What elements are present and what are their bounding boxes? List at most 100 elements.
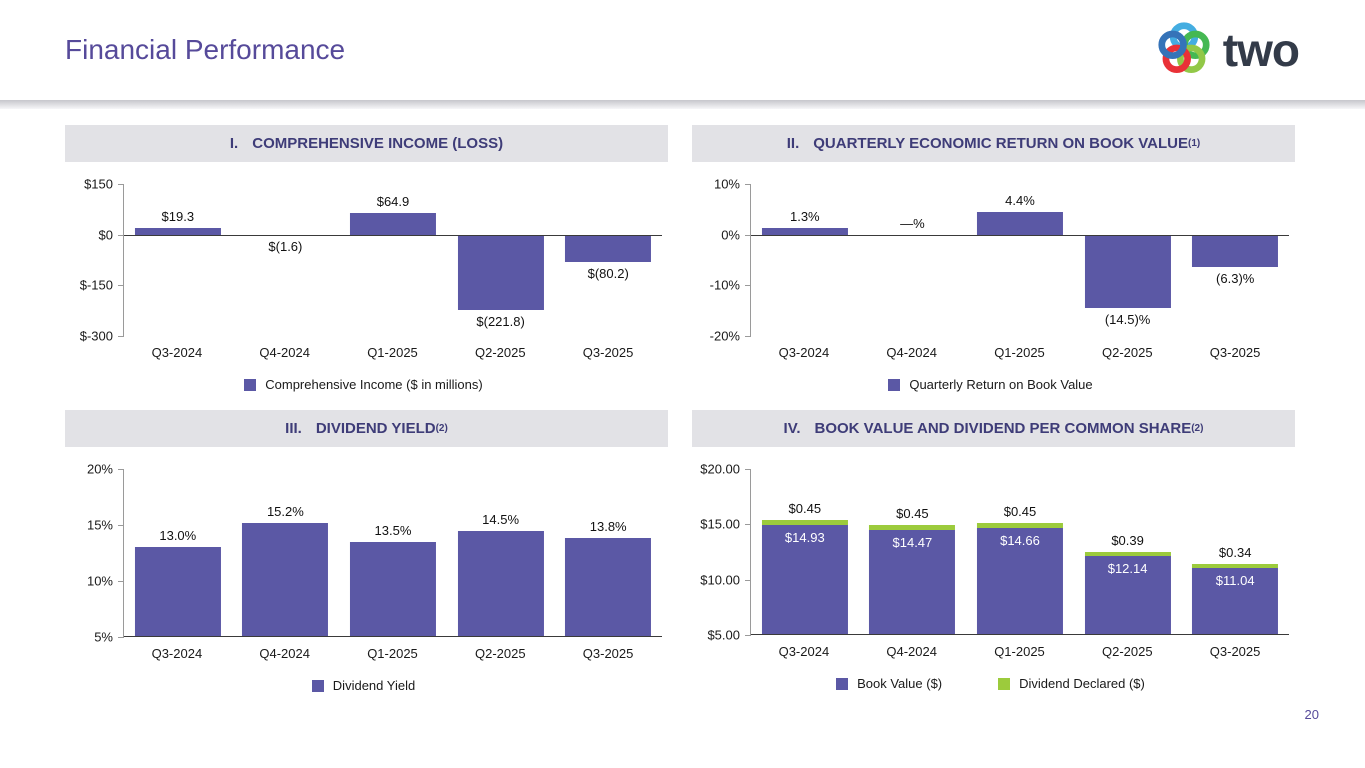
- plot-area: 13.0% 15.2% 13.5% 14.5% 13.8%: [118, 469, 662, 638]
- legend-label: Book Value ($): [857, 676, 943, 691]
- x-category-label: Q1-2025: [367, 345, 418, 360]
- legend-label: Quarterly Return on Book Value: [909, 377, 1093, 392]
- header-divider-band: [0, 100, 1365, 109]
- y-tick-label: -20%: [709, 328, 740, 344]
- bar-value-label: 13.8%: [589, 519, 627, 535]
- bar: [1192, 564, 1279, 569]
- y-tick-label: 10%: [86, 573, 113, 589]
- x-category-label: Q4-2024: [259, 646, 310, 661]
- bar-value-label: $19.3: [161, 209, 195, 225]
- x-category-label: Q4-2024: [259, 345, 310, 360]
- axis-baseline: [751, 234, 1289, 236]
- bar-group: 4.4%: [966, 184, 1074, 336]
- y-tick-mark: [118, 637, 124, 638]
- bar-value-label: $0.45: [896, 506, 929, 522]
- bar-value-label: (6.3)%: [1216, 270, 1255, 286]
- y-tick-mark: [118, 581, 124, 582]
- panel-title: IV. BOOK VALUE AND DIVIDEND PER COMMON S…: [692, 410, 1295, 447]
- bar: [869, 530, 956, 635]
- x-axis: Q3-2024 Q4-2024 Q1-2025 Q2-2025 Q3-2025: [123, 646, 662, 661]
- y-tick-mark: [118, 469, 124, 470]
- legend-item: Book Value ($): [836, 676, 942, 691]
- bar-value-label: $(80.2): [587, 265, 629, 281]
- y-tick-label: $20.00: [700, 461, 740, 477]
- y-tick-mark: [745, 579, 751, 581]
- bar-group: 1.3%: [751, 184, 859, 336]
- legend-label: Dividend Yield: [332, 678, 416, 693]
- bar: [976, 523, 1064, 529]
- y-tick-mark: [745, 285, 751, 287]
- bar-group: $12.14 $0.39: [1074, 469, 1182, 635]
- bar-value-label: 15.2%: [266, 503, 304, 519]
- x-axis: Q3-2024 Q4-2024 Q1-2025 Q2-2025 Q3-2025: [750, 345, 1289, 360]
- y-tick-label: $15.00: [700, 516, 740, 532]
- y-tick-mark: [745, 184, 751, 185]
- x-category-label: Q3-2024: [151, 646, 203, 661]
- bar-value-label: $(1.6): [268, 239, 303, 255]
- bar: [1192, 568, 1279, 635]
- y-tick-label: $10.00: [700, 572, 740, 588]
- y-tick-label: $0: [98, 227, 113, 243]
- x-axis: Q3-2024 Q4-2024 Q1-2025 Q2-2025 Q3-2025: [750, 644, 1289, 659]
- bar: [457, 530, 544, 637]
- panel-title-text: COMPREHENSIVE INCOME (LOSS): [252, 135, 504, 152]
- y-tick-mark: [118, 336, 124, 337]
- bar-group: $11.04 $0.34: [1181, 469, 1289, 635]
- page-title: Financial Performance: [65, 34, 346, 65]
- y-tick-mark: [745, 635, 751, 636]
- bar-group: 13.0%: [124, 469, 232, 637]
- bar-chart: 10% 0% -10% -20% 1.3% —% 4.4% (14.5)% (6.3)% Q3…: [692, 162, 1295, 392]
- x-category-label: Q2-2025: [474, 345, 526, 360]
- bar: [1084, 551, 1171, 556]
- bar: [869, 525, 956, 531]
- bar-group: 13.5%: [339, 469, 447, 637]
- bar-value-label: $(221.8): [476, 313, 525, 329]
- legend-item: Dividend Yield: [311, 678, 416, 693]
- bar: [457, 234, 544, 310]
- bar-group: $64.9: [339, 184, 447, 336]
- bar: [1192, 234, 1279, 267]
- x-category-label: Q3-2024: [778, 644, 830, 659]
- company-logo: two: [1153, 19, 1300, 81]
- y-tick-mark: [118, 525, 124, 526]
- plot-area: $14.93 $0.45 $14.47 $0.45 $14.66 $0.45 $12.14 $…: [745, 469, 1289, 636]
- y-tick-mark: [745, 469, 751, 470]
- bar-value-label: $0.45: [1003, 504, 1037, 520]
- bar-value-label: $14.47: [892, 535, 933, 551]
- panel-title: I. COMPREHENSIVE INCOME (LOSS): [65, 125, 668, 162]
- panel-numeral: I.: [229, 135, 239, 152]
- bar-group: $(221.8): [447, 184, 555, 336]
- y-axis: 10% 0% -10% -20%: [692, 177, 750, 344]
- panel-title-text: DIVIDEND YIELD: [315, 420, 436, 437]
- x-category-label: Q4-2024: [886, 644, 937, 659]
- legend: Book Value ($) Dividend Declared ($): [692, 676, 1289, 691]
- y-tick-mark: [118, 285, 124, 287]
- stacked-bar-chart: $20.00 $15.00 $10.00 $5.00 $14.93 $0.45 $14.4…: [692, 447, 1295, 691]
- panel-dividend-yield: III. DIVIDEND YIELD (2) 20% 15% 10% 5% 13.0%…: [65, 410, 668, 693]
- y-tick-label: $150: [84, 176, 113, 192]
- bar: [349, 541, 437, 637]
- bar-group: (14.5)%: [1074, 184, 1182, 336]
- bar-chart: 20% 15% 10% 5% 13.0% 15.2% 13.5% 14.5% 13.8% Q3…: [65, 447, 668, 693]
- y-tick-label: 20%: [86, 461, 113, 477]
- x-category-label: Q4-2024: [886, 345, 937, 360]
- y-axis: 20% 15% 10% 5%: [65, 462, 123, 645]
- legend-swatch: [311, 679, 324, 692]
- panel-numeral: IV.: [783, 420, 801, 437]
- bar: [976, 528, 1064, 635]
- legend-swatch: [244, 378, 257, 391]
- bar-value-label: 14.5%: [482, 511, 520, 527]
- legend-item: Quarterly Return on Book Value: [888, 377, 1093, 392]
- x-category-label: Q3-2025: [582, 646, 634, 661]
- bar: [761, 525, 848, 635]
- bar: [565, 234, 652, 262]
- bar-value-label: $64.9: [376, 193, 410, 209]
- x-category-label: Q2-2025: [1101, 644, 1153, 659]
- bar-group: —%: [859, 184, 967, 336]
- bar-group: $19.3: [124, 184, 232, 336]
- axis-baseline: [124, 234, 662, 236]
- y-tick-mark: [118, 234, 124, 236]
- bar-value-label: 1.3%: [789, 209, 820, 225]
- bar-chart: $150 $0 $-150 $-300 $19.3 $(1.6) $64.9 $(221.8…: [65, 162, 668, 392]
- legend-label: Comprehensive Income ($ in millions): [265, 377, 483, 392]
